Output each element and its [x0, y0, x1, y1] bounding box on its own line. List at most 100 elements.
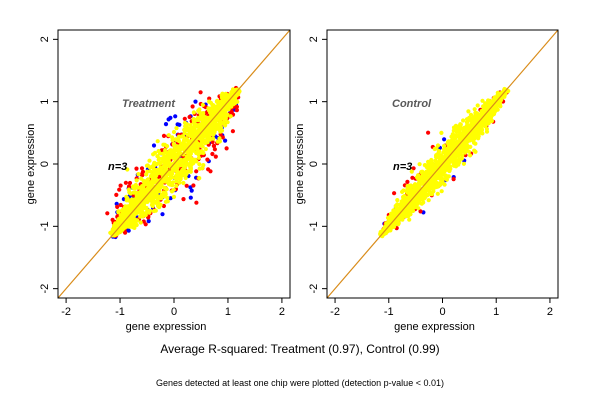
yellow-point	[187, 149, 192, 154]
yellow-point	[124, 194, 129, 199]
yellow-point	[403, 207, 409, 212]
yellow-point	[123, 212, 128, 217]
yellow-point	[477, 124, 482, 129]
yellow-point	[196, 155, 201, 160]
yellow-point	[200, 166, 205, 171]
yellow-point	[432, 146, 437, 152]
red-point	[410, 175, 415, 180]
yellow-point	[200, 134, 205, 139]
y-tick-label: 0	[39, 161, 51, 167]
yellow-point	[412, 200, 417, 205]
yellow-point	[428, 179, 433, 184]
yellow-point	[138, 220, 143, 225]
yellow-point	[158, 160, 163, 165]
yellow-point	[166, 133, 171, 138]
red-point	[451, 177, 456, 182]
yellow-point	[433, 179, 438, 184]
red-point	[191, 183, 196, 188]
yellow-point	[190, 133, 196, 138]
red-point	[127, 180, 133, 186]
yellow-point	[136, 172, 141, 177]
yellow-point	[191, 110, 196, 115]
yellow-point	[470, 138, 476, 143]
yellow-point	[159, 183, 164, 188]
yellow-point	[145, 163, 150, 168]
yellow-point	[217, 136, 222, 141]
yellow-point	[200, 144, 205, 149]
yellow-point	[197, 162, 202, 167]
yellow-point	[139, 209, 145, 214]
yellow-point	[442, 143, 447, 148]
yellow-point	[139, 190, 144, 196]
red-point	[211, 143, 216, 148]
red-point	[139, 166, 145, 171]
yellow-point	[182, 173, 187, 178]
red-point	[105, 211, 110, 216]
yellow-point	[138, 214, 143, 219]
yellow-point	[155, 199, 160, 204]
y-tick-label: -2	[308, 284, 320, 294]
yellow-point	[174, 160, 179, 165]
yellow-point	[203, 138, 208, 143]
red-point	[181, 197, 186, 202]
yellow-point	[473, 141, 478, 146]
yellow-point	[492, 107, 497, 112]
yellow-point	[457, 136, 463, 141]
yellow-point	[213, 127, 218, 132]
yellow-point	[178, 177, 183, 182]
yellow-point	[436, 163, 441, 168]
yellow-point	[461, 118, 466, 123]
yellow-point	[448, 139, 454, 144]
yellow-point	[132, 225, 137, 230]
sample-size-label: n=3	[393, 161, 412, 173]
red-point	[210, 151, 215, 157]
yellow-point	[201, 123, 206, 128]
yellow-point	[394, 211, 399, 216]
yellow-point	[124, 222, 129, 227]
yellow-point	[465, 120, 470, 125]
yellow-point	[451, 128, 456, 133]
x-tick-label: 1	[225, 306, 231, 318]
blue-point	[166, 117, 171, 122]
yellow-point	[439, 159, 444, 164]
x-axis-title: gene expression	[394, 321, 475, 333]
yellow-point	[428, 164, 433, 169]
red-point	[182, 116, 187, 121]
panel-title: Control	[392, 98, 432, 110]
yellow-point	[141, 186, 147, 192]
yellow-point	[176, 145, 181, 150]
red-point	[187, 114, 192, 120]
blue-point	[188, 195, 193, 200]
yellow-point	[181, 142, 186, 147]
yellow-point	[174, 168, 179, 173]
yellow-point	[163, 164, 168, 169]
yellow-point	[176, 149, 181, 154]
yellow-point	[120, 227, 125, 232]
yellow-point	[387, 224, 392, 229]
yellow-point	[171, 141, 176, 147]
yellow-point	[113, 221, 118, 226]
yellow-point	[413, 182, 418, 187]
yellow-point	[166, 153, 171, 159]
yellow-point	[225, 94, 230, 100]
x-tick-label: -1	[115, 306, 125, 318]
yellow-point	[215, 139, 220, 144]
yellow-point	[401, 196, 406, 202]
yellow-point	[417, 162, 422, 167]
yellow-point	[391, 208, 396, 213]
y-tick-label: 2	[308, 36, 320, 42]
red-point	[143, 222, 148, 227]
yellow-point	[453, 155, 458, 160]
y-axis-title: gene expression	[294, 124, 306, 205]
yellow-point	[189, 157, 194, 162]
yellow-point	[395, 198, 400, 203]
yellow-point	[171, 129, 177, 135]
yellow-point	[151, 162, 157, 167]
yellow-point	[468, 112, 474, 117]
yellow-point	[385, 215, 391, 220]
yellow-point	[192, 157, 197, 162]
yellow-point	[115, 226, 120, 231]
blue-point	[189, 188, 194, 193]
yellow-point	[408, 188, 413, 193]
yellow-point	[211, 136, 216, 141]
